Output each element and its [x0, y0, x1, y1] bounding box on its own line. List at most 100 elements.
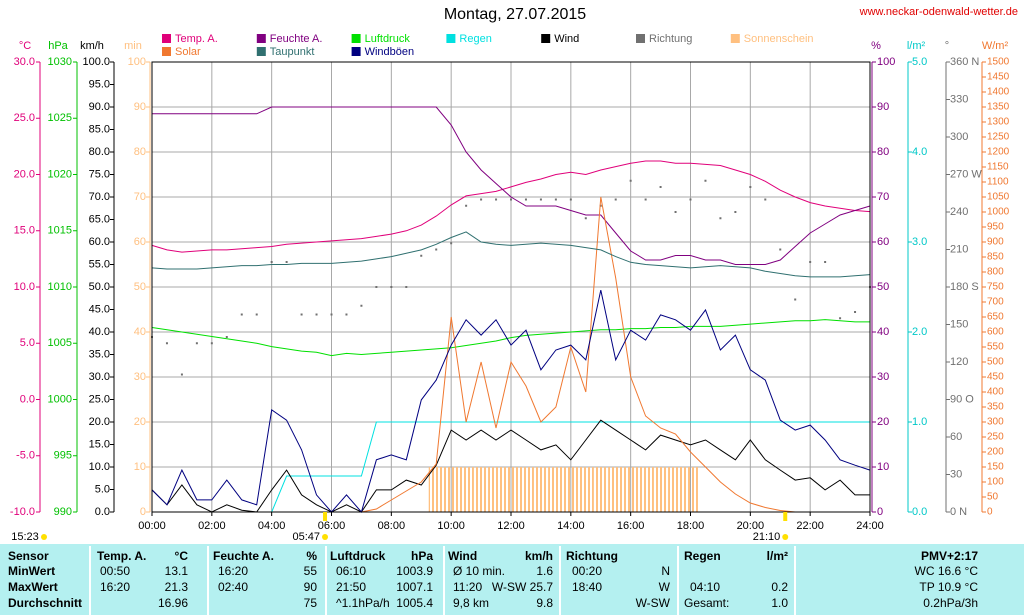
direction-dot: [225, 336, 228, 338]
y-tick-label: 900: [987, 237, 1004, 248]
y-tick-label: 1450: [987, 72, 1010, 83]
axis-unit: l/m²: [907, 40, 926, 52]
y-tick-label: 1150: [987, 162, 1009, 173]
y-tick-label: 50: [134, 281, 146, 293]
series-line: [151, 231, 871, 278]
direction-dot: [749, 186, 752, 188]
legend-swatch: [351, 34, 361, 43]
y-tick-label: 1300: [987, 117, 1010, 128]
table-cell: 11:20: [453, 580, 482, 594]
y-tick-label: -10.0: [10, 506, 35, 518]
table-header-cell: l/m²: [767, 549, 788, 563]
y-tick-label: 20.0: [14, 168, 35, 180]
sunshine-bar: [428, 467, 444, 512]
y-tick-label: 250: [987, 432, 1004, 443]
table-cell: 90: [304, 580, 318, 594]
direction-dot: [180, 373, 183, 376]
legend-label: Richtung: [649, 33, 692, 45]
y-tick-label: 10: [134, 461, 146, 473]
sunset-dot: [782, 534, 789, 540]
table-cell: ^1.1hPa/h: [336, 596, 390, 610]
y-tick-label: 1250: [987, 132, 1010, 143]
direction-dot: [539, 198, 542, 201]
legend-label: Regen: [459, 33, 491, 45]
y-tick-label: 400: [987, 387, 1004, 398]
y-tick-label: 550: [987, 342, 1004, 353]
y-tick-label: 95.0: [89, 78, 110, 90]
direction-dot: [360, 304, 363, 307]
sunshine-bar: [668, 467, 684, 512]
sunset-marker: [783, 512, 788, 521]
y-tick-label: 60: [950, 431, 962, 443]
y-tick-label: 1030: [48, 56, 72, 68]
y-tick-label: 75.0: [89, 168, 110, 180]
y-tick-label: 1200: [987, 147, 1010, 158]
legend-label: Luftdruck: [365, 33, 411, 45]
y-tick-label: 210: [950, 243, 968, 255]
y-tick-label: 90: [877, 101, 889, 113]
y-tick-label: 35.0: [89, 348, 110, 360]
table-cell: 13.1: [165, 564, 189, 578]
direction-dot: [390, 286, 393, 288]
sunset-label: 21:10: [753, 531, 781, 543]
y-tick-label: 1000: [48, 393, 72, 405]
x-tick-label: 00:00: [138, 520, 166, 532]
x-tick-label: 16:00: [617, 520, 645, 532]
x-tick-label: 04:00: [258, 520, 286, 532]
direction-dot: [210, 342, 213, 345]
direction-dot: [255, 313, 258, 316]
direction-dot: [270, 261, 273, 263]
table-cell: 16:20: [100, 580, 130, 594]
table-cell: 00:50: [100, 564, 130, 578]
y-tick-label: 60.0: [89, 236, 110, 248]
table-cell: MaxWert: [8, 580, 58, 594]
direction-dot: [569, 198, 572, 201]
series-line: [152, 106, 871, 265]
direction-dot: [510, 198, 512, 201]
table-cell: 00:20: [572, 564, 602, 578]
axis-unit: hPa: [48, 40, 68, 52]
y-tick-label: 1350: [987, 102, 1010, 113]
y-tick-label: 55.0: [89, 258, 110, 270]
y-tick-label: 25.0: [89, 393, 110, 405]
table-header-cell: Regen: [684, 549, 721, 563]
axis-unit: min: [124, 40, 142, 52]
y-tick-label: 1025: [48, 112, 72, 124]
table-cell: 9.8: [536, 596, 553, 610]
y-tick-label: 15.0: [14, 225, 35, 237]
y-tick-label: 60: [134, 236, 146, 248]
clock: 15:23: [11, 531, 39, 543]
direction-dot: [734, 211, 737, 213]
legend-label: Solar: [175, 46, 201, 58]
y-tick-label: 350: [987, 402, 1004, 413]
legend-label: Wind: [554, 33, 579, 45]
y-tick-label: 1100: [987, 177, 1009, 188]
y-tick-label: 990: [54, 506, 72, 518]
x-tick-label: 18:00: [677, 520, 705, 532]
y-tick-label: 360 N: [950, 56, 979, 68]
table-cell: Ø 10 min.: [453, 564, 505, 578]
legend-label: Taupunkt: [270, 46, 315, 58]
y-tick-label: 40: [877, 326, 889, 338]
y-tick-label: 1000: [987, 207, 1010, 218]
table-cell: 55: [304, 564, 318, 578]
table-header-cell: Sensor: [8, 549, 49, 563]
y-tick-label: 1020: [48, 168, 72, 180]
y-tick-label: 5.0: [912, 56, 927, 68]
table-cell: 9,8 km: [453, 596, 489, 610]
sunshine-bar: [488, 467, 504, 512]
x-tick-label: 02:00: [198, 520, 226, 532]
y-tick-label: 40: [134, 326, 146, 338]
axis-unit: %: [871, 40, 881, 52]
y-tick-label: 40.0: [89, 326, 110, 338]
table-cell: N: [661, 564, 670, 578]
table-cell: TP 10.9 °C: [919, 580, 978, 594]
y-tick-label: 70: [877, 191, 889, 203]
x-tick-label: 06:00: [318, 520, 346, 532]
y-tick-label: 30.0: [14, 56, 35, 68]
y-tick-label: 0: [877, 506, 883, 518]
legend-label: Temp. A.: [175, 33, 218, 45]
direction-dot: [854, 311, 857, 313]
y-tick-label: 300: [987, 417, 1004, 428]
legend-swatch: [446, 34, 456, 43]
